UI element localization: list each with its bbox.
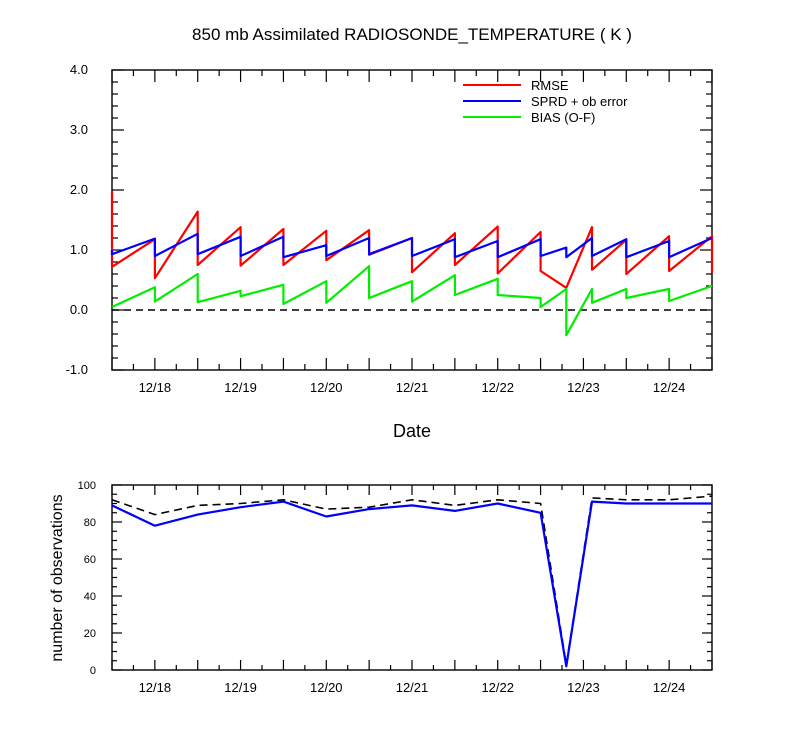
bottom-y-tick-label: 100 (78, 480, 96, 492)
bottom-x-tick-label: 12/21 (396, 680, 429, 695)
bottom-x-tick-label: 12/19 (224, 680, 257, 695)
top-x-tick-label: 12/20 (310, 380, 343, 395)
top-x-tick-label: 12/24 (653, 380, 686, 395)
chart-title: 850 mb Assimilated RADIOSONDE_TEMPERATUR… (192, 25, 632, 44)
bottom-x-tick-label: 12/20 (310, 680, 343, 695)
bottom-x-tick-label: 12/18 (139, 680, 172, 695)
bottom-y-tick-label: 60 (84, 554, 96, 566)
top-x-tick-label: 12/19 (224, 380, 257, 395)
legend-label: BIAS (O-F) (531, 110, 595, 125)
legend-label: SPRD + ob error (531, 94, 628, 109)
top-x-tick-label: 12/18 (139, 380, 172, 395)
bottom-y-tick-label: 80 (84, 517, 96, 529)
bottom-y-tick-label: 0 (90, 665, 96, 677)
bottom-plot: 12/18 12/19 12/20 12/21 12/22 12/23 12/24 0 20 40… (78, 480, 713, 695)
bottom-y-axis-label: number of observations (49, 494, 66, 661)
top-x-tick-label: 12/21 (396, 380, 429, 395)
top-y-tick-label: 4.0 (70, 62, 88, 77)
series-total-observations (111, 495, 713, 666)
top-x-tick-label: 12/22 (481, 380, 514, 395)
series-assimilated-observations (111, 500, 712, 668)
top-y-tick-label: 3.0 (70, 122, 88, 137)
top-x-axis-label: Date (393, 421, 431, 441)
bottom-y-tick-label: 40 (84, 591, 96, 603)
bottom-x-tick-label: 12/24 (653, 680, 686, 695)
top-y-tick-label: 1.0 (70, 242, 88, 257)
top-plot-frame (111, 69, 713, 371)
top-y-tick-label: -1.0 (66, 362, 88, 377)
bottom-x-tick-label: 12/22 (481, 680, 514, 695)
top-x-tick-label: 12/23 (567, 380, 600, 395)
top-plot: 12/18 12/19 12/20 12/21 12/22 12/23 12/24 -1.0 0… (66, 62, 714, 395)
legend-label: RMSE (531, 78, 569, 93)
series-bias-o-f (111, 265, 713, 337)
bottom-x-tick-label: 12/23 (567, 680, 600, 695)
top-y-tick-label: 0.0 (70, 302, 88, 317)
bottom-y-tick-label: 20 (84, 628, 96, 640)
series-sprd-ob-error (110, 232, 713, 259)
top-y-tick-label: 2.0 (70, 182, 88, 197)
